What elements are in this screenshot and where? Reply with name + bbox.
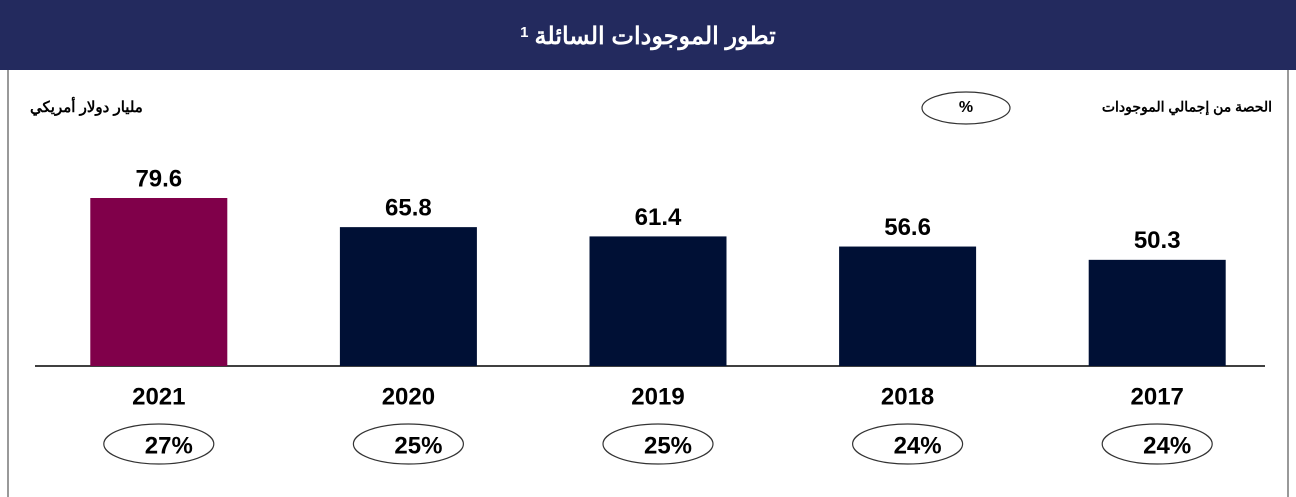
share-label: الحصة من إجمالي الموجودات (1102, 99, 1272, 117)
share-label: 27% (145, 432, 193, 459)
share-legend-ellipse (921, 91, 1011, 125)
share-ellipse (1101, 423, 1213, 465)
x-tick-label: 2021 (132, 383, 185, 410)
share-label: 25% (394, 432, 442, 459)
value-label: 56.6 (884, 214, 931, 241)
value-label: 50.3 (1134, 227, 1181, 254)
value-label: 61.4 (635, 204, 682, 231)
title-text: تطور الموجودات السائلة (535, 23, 777, 51)
share-symbol: % (959, 99, 973, 116)
value-label: 79.6 (135, 165, 182, 192)
x-tick-label: 2017 (1131, 383, 1184, 410)
share-label: 24% (1143, 432, 1191, 459)
bar (339, 227, 477, 366)
bar (839, 246, 977, 366)
share-ellipse (851, 423, 964, 465)
share-label: 24% (894, 432, 942, 459)
header-band (0, 0, 1296, 70)
x-tick-label: 2020 (382, 383, 435, 410)
share-label: 25% (644, 432, 692, 459)
share-ellipse (602, 423, 714, 465)
value-label: 65.8 (385, 194, 432, 221)
bar (589, 236, 727, 366)
title-note: 1 (520, 24, 528, 41)
share-ellipse (103, 423, 215, 465)
chart-title: تطور الموجودات السائلة 1 (520, 23, 776, 51)
share-ellipse (352, 423, 464, 465)
x-tick-label: 2019 (631, 383, 684, 410)
unit-label: مليار دولار أمريكي (30, 96, 143, 117)
x-tick-label: 2018 (881, 383, 934, 410)
bar (1088, 259, 1226, 366)
bar (90, 198, 228, 366)
